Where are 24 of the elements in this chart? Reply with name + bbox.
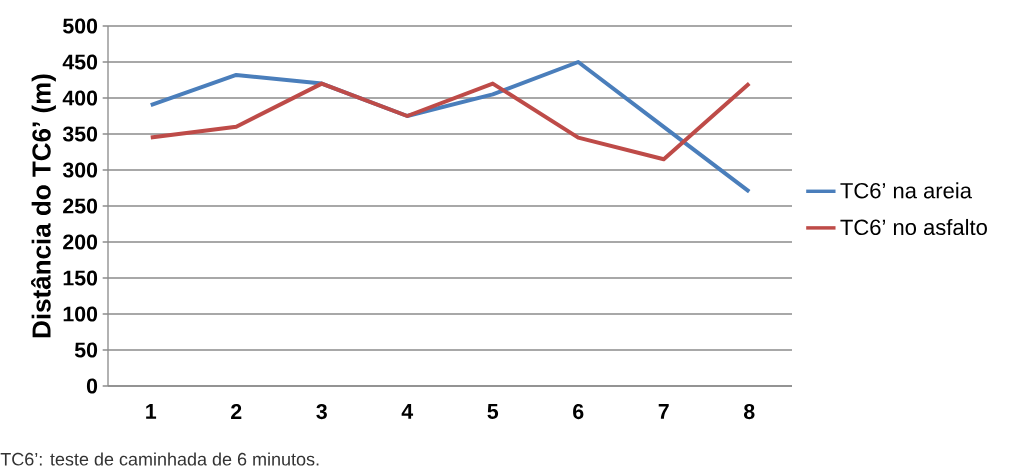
y-tick-label: 50 <box>74 342 98 358</box>
y-axis-title: Distância do TC6’ (m) <box>31 74 56 338</box>
y-tick-label: 150 <box>63 270 98 286</box>
y-tick-label: 300 <box>62 162 98 178</box>
legend-label: TC6’ no asfalto <box>840 218 987 236</box>
x-tick-label: 6 <box>573 404 584 420</box>
x-tick-label: 3 <box>316 404 327 420</box>
y-tick-label: 100 <box>63 306 98 322</box>
y-tick-label: 350 <box>62 126 98 142</box>
y-tick-label: 0 <box>86 378 98 394</box>
x-tick-label: 8 <box>743 404 755 420</box>
x-tick-label: 5 <box>487 404 499 419</box>
line-series <box>148 81 752 162</box>
y-tick-label: 250 <box>63 198 98 214</box>
x-tick-label: 1 <box>146 404 157 419</box>
y-tick-label: 400 <box>62 90 98 106</box>
y-tick-label: 500 <box>63 18 98 34</box>
y-tick-label: 200 <box>63 234 98 250</box>
legend-label: TC6’ na areia <box>840 182 972 199</box>
text: TC6’: teste de caminhada de 6 minutos. <box>0 452 319 466</box>
x-tick-label: 2 <box>231 404 242 419</box>
x-tick-label: 7 <box>658 404 669 419</box>
y-tick-label: 450 <box>62 54 98 70</box>
x-tick-label: 4 <box>401 404 414 419</box>
